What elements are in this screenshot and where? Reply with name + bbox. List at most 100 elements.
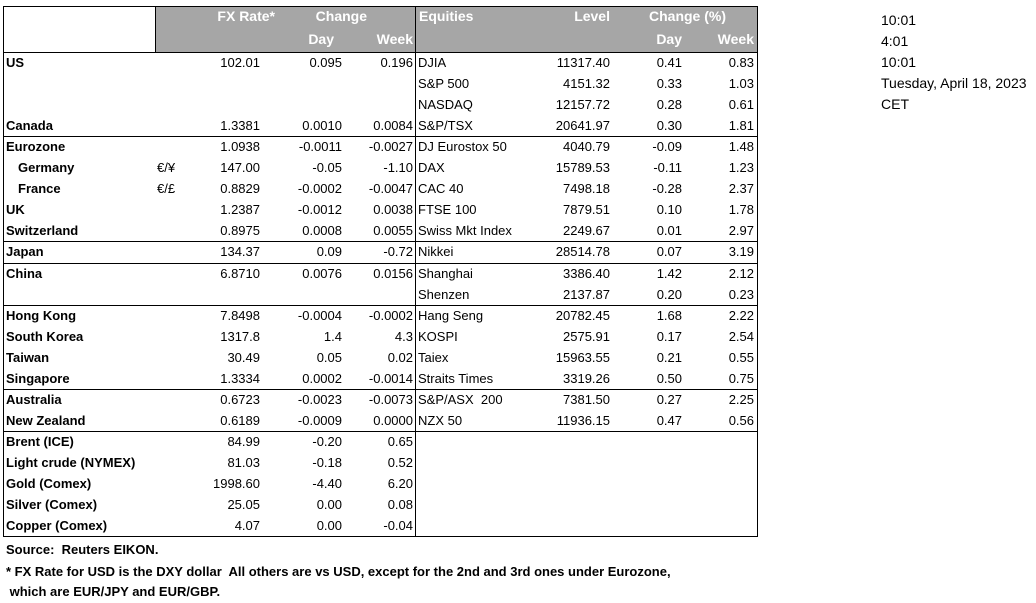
row-label: France bbox=[18, 181, 61, 197]
table-cell: CAC 40 bbox=[418, 181, 464, 197]
table-cell: 25.05 bbox=[227, 497, 260, 513]
table-cell: Taiex bbox=[418, 349, 449, 365]
table-cell: 1998.60 bbox=[213, 476, 260, 491]
table-cell: -0.09 bbox=[652, 139, 682, 155]
table-cell: Shenzen bbox=[418, 286, 470, 302]
header-background bbox=[155, 6, 757, 52]
row-label: Silver (Comex) bbox=[6, 497, 98, 513]
table-cell: 0.196 bbox=[380, 55, 413, 70]
table-cell: 0.20 bbox=[656, 286, 682, 302]
table-cell: 3319.26 bbox=[563, 370, 610, 386]
table-cell: 0.83 bbox=[728, 55, 754, 70]
table-cell: 7879.51 bbox=[563, 202, 610, 218]
table-cell: 0.47 bbox=[656, 412, 682, 428]
table-cell: -0.0002 bbox=[368, 307, 413, 323]
table-cell: 2.54 bbox=[728, 328, 754, 344]
table-cell: 20641.97 bbox=[555, 118, 610, 134]
table-cell: 0.17 bbox=[656, 328, 682, 344]
table-cell: 7.8498 bbox=[220, 307, 260, 323]
table-cell: 12157.72 bbox=[555, 97, 610, 113]
table-cell: 2.12 bbox=[728, 265, 754, 281]
table-cell: 0.0002 bbox=[302, 370, 342, 386]
row-label: Eurozone bbox=[6, 139, 66, 155]
table-cell: 0.6723 bbox=[220, 391, 260, 407]
table-cell: Shanghai bbox=[418, 265, 473, 281]
table-cell: 0.0156 bbox=[373, 265, 413, 281]
table-cell: 0.10 bbox=[656, 202, 682, 218]
table-cell: 0.8975 bbox=[220, 223, 260, 239]
row-label: Gold (Comex) bbox=[6, 476, 92, 491]
table-cell: -0.0009 bbox=[297, 412, 342, 428]
table-cell: 15963.55 bbox=[555, 349, 610, 365]
table-cell: 30.49 bbox=[227, 349, 260, 365]
header-cell: Change bbox=[315, 8, 367, 24]
table-cell: 0.0008 bbox=[302, 223, 342, 239]
table-cell: 0.50 bbox=[656, 370, 682, 386]
table-cell: Swiss Mkt Index bbox=[418, 223, 512, 239]
border-line bbox=[3, 6, 4, 537]
table-cell: 0.55 bbox=[728, 349, 754, 365]
timestamp: 10:01 bbox=[881, 54, 917, 70]
table-cell: -0.0014 bbox=[368, 370, 413, 386]
border-line bbox=[3, 388, 757, 390]
table-cell: 20782.45 bbox=[555, 307, 610, 323]
table-cell: -0.0073 bbox=[368, 391, 413, 407]
table-cell: 0.00 bbox=[316, 518, 342, 534]
row-label: Switzerland bbox=[6, 223, 79, 239]
border-line bbox=[3, 536, 758, 538]
timestamp: CET bbox=[881, 96, 909, 112]
table-cell: 1.0938 bbox=[220, 139, 260, 155]
table-cell: 0.30 bbox=[656, 118, 682, 134]
table-cell: 4.07 bbox=[234, 518, 260, 534]
table-cell: 4151.32 bbox=[563, 76, 610, 92]
table-cell: 6.20 bbox=[387, 476, 413, 491]
header-cell: Week bbox=[717, 31, 754, 47]
table-cell: S&P/ASX 200 bbox=[418, 391, 503, 407]
timestamp: Tuesday, April 18, 2023 bbox=[881, 75, 1027, 91]
table-cell: -0.0004 bbox=[297, 307, 342, 323]
table-cell: -0.72 bbox=[383, 244, 413, 260]
table-cell: 81.03 bbox=[227, 454, 260, 470]
row-label: Hong Kong bbox=[6, 307, 77, 323]
table-cell: -0.28 bbox=[652, 181, 682, 197]
table-cell: S&P/TSX bbox=[418, 118, 473, 134]
table-cell: 134.37 bbox=[220, 244, 260, 260]
table-cell: 0.0038 bbox=[373, 202, 413, 218]
row-label: Germany bbox=[18, 160, 75, 176]
border-line bbox=[3, 430, 757, 432]
border-line bbox=[3, 6, 757, 7]
border-line bbox=[3, 52, 757, 53]
table-cell: 2.37 bbox=[728, 181, 754, 197]
row-label: UK bbox=[6, 202, 25, 218]
header-cell: FX Rate* bbox=[217, 8, 275, 24]
table-cell: 147.00 bbox=[220, 160, 260, 176]
row-label: Canada bbox=[6, 118, 53, 134]
table-cell: 1.4 bbox=[323, 328, 342, 344]
table-cell: 0.28 bbox=[656, 97, 682, 113]
table-cell: 0.75 bbox=[728, 370, 754, 386]
table-cell: 2.97 bbox=[728, 223, 754, 239]
table-cell: 1317.8 bbox=[220, 328, 260, 344]
table-cell: -0.05 bbox=[312, 160, 342, 176]
table-cell: 0.02 bbox=[387, 349, 413, 365]
table-cell: 0.61 bbox=[728, 97, 754, 113]
table-cell: -0.0023 bbox=[297, 391, 342, 407]
table-cell: S&P 500 bbox=[418, 76, 470, 92]
header-cell: Level bbox=[574, 8, 610, 24]
table-cell: -0.20 bbox=[312, 433, 342, 449]
border-line bbox=[415, 6, 416, 537]
table-cell: -0.04 bbox=[383, 518, 413, 534]
table-cell: 0.07 bbox=[656, 244, 682, 260]
table-cell: -0.0027 bbox=[368, 139, 413, 155]
table-cell: 2137.87 bbox=[563, 286, 610, 302]
table-cell: 0.0076 bbox=[302, 265, 342, 281]
table-cell: DJ Eurostox 50 bbox=[418, 139, 507, 155]
table-cell: 1.78 bbox=[728, 202, 754, 218]
table-cell: DAX bbox=[418, 160, 445, 176]
table-cell: 11317.40 bbox=[556, 55, 610, 70]
table-cell: 0.23 bbox=[728, 286, 754, 302]
table-cell: 2249.67 bbox=[563, 223, 610, 239]
row-label: Light crude (NYMEX) bbox=[6, 454, 136, 470]
timestamp: 4:01 bbox=[881, 33, 909, 49]
